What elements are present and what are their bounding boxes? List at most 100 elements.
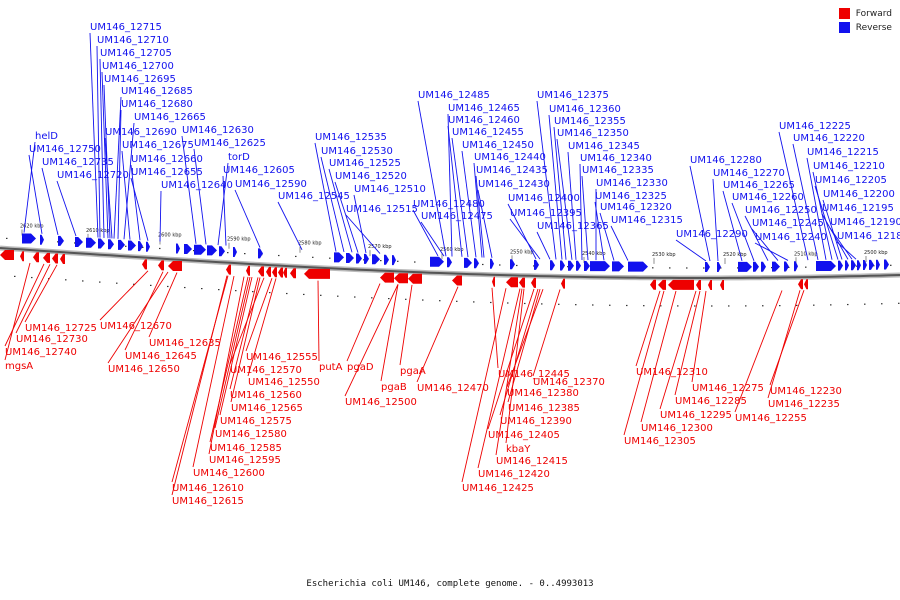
gene-label: UM146_12380 — [507, 388, 579, 399]
legend-item-reverse: Reverse — [838, 22, 892, 33]
leader-line — [447, 125, 463, 257]
gene-label: UM146_12445 — [498, 369, 570, 380]
leader-line — [451, 137, 469, 258]
leader-line — [744, 215, 769, 261]
gene-label: UM146_12400 — [508, 193, 580, 204]
reverse-gene-arrow — [784, 261, 789, 272]
gene-label: UM146_12435 — [476, 165, 548, 176]
gene-label: UM146_12735 — [42, 157, 114, 168]
gene-label: UM146_12420 — [478, 469, 550, 480]
leader-line — [567, 151, 577, 260]
leader-line — [812, 171, 833, 260]
leader-line — [193, 148, 207, 245]
gene-label: UM146_12610 — [172, 483, 244, 494]
leader-line — [509, 218, 541, 260]
gene-label: UM146_12460 — [448, 115, 520, 126]
gene-label: UM146_12605 — [223, 165, 295, 176]
gene-label: UM146_12705 — [100, 48, 172, 59]
reverse-gene-arrow — [869, 259, 874, 270]
gene-label: UM146_12545 — [278, 191, 350, 202]
leader-line — [599, 212, 615, 261]
leader-line — [117, 109, 122, 239]
legend-item-forward: Forward — [838, 8, 892, 19]
reverse-gene-arrow — [568, 260, 574, 271]
gene-label: UM146_12220 — [793, 133, 865, 144]
gene-label: UM146_12240 — [755, 232, 827, 243]
gene-label: UM146_12235 — [768, 399, 840, 410]
reverse-gene-arrow — [753, 261, 759, 272]
gene-label: UM146_12655 — [131, 167, 203, 178]
leader-line — [314, 142, 337, 252]
reverse-gene-arrow — [184, 244, 192, 254]
forward-gene-arrow — [0, 250, 14, 260]
leader-line — [380, 284, 399, 382]
tick-label: 2530 kbp — [652, 252, 676, 258]
reverse-gene-arrow — [584, 261, 590, 271]
gene-label: UM146_12340 — [580, 153, 652, 164]
leader-line — [640, 290, 677, 423]
forward-gene-arrow — [283, 267, 287, 278]
gene-label: UM146_12595 — [209, 455, 281, 466]
leader-line — [334, 181, 359, 253]
gene-label: UM146_12190 — [830, 217, 900, 228]
forward-gene-arrow — [408, 273, 422, 284]
forward-gene-arrow — [519, 277, 525, 288]
leader-line — [277, 201, 303, 251]
reverse-gene-arrow — [372, 254, 380, 265]
gene-label: UM146_12330 — [596, 178, 668, 189]
gene-features — [0, 233, 889, 290]
genome-backbone — [0, 245, 900, 281]
leader-line — [99, 270, 149, 321]
gene-label: UM146_12480 — [413, 199, 485, 210]
forward-gene-arrow — [168, 261, 182, 271]
reverse-gene-arrow — [146, 241, 150, 252]
leader-line — [689, 165, 711, 262]
reverse-gene-arrow — [334, 252, 344, 263]
leader-line — [399, 284, 413, 366]
gene-label: UM146_12395 — [510, 208, 582, 219]
leader-line — [477, 189, 493, 258]
leader-line — [536, 100, 557, 260]
gene-label: UM146_12200 — [823, 189, 895, 200]
leader-line — [15, 264, 51, 334]
reverse-gene-arrow — [176, 243, 180, 254]
tick-label: 2600 kbp — [158, 233, 182, 239]
leader-line — [635, 290, 661, 367]
leader-line — [769, 290, 805, 386]
gene-label: putA — [319, 362, 343, 373]
reverse-gene-arrow — [612, 261, 624, 272]
gene-label: UM146_12260 — [732, 192, 804, 203]
gene-label: UM146_12580 — [215, 429, 287, 440]
gene-label: UM146_12450 — [462, 140, 534, 151]
leader-line — [475, 175, 485, 258]
gene-label: UM146_12275 — [692, 383, 764, 394]
forward-gene-arrow — [452, 275, 462, 286]
leader-line — [217, 162, 229, 246]
reverse-gene-arrow — [738, 261, 752, 272]
leader-line — [121, 150, 131, 240]
leader-line — [4, 263, 45, 347]
leader-line — [181, 135, 197, 244]
leader-line — [675, 239, 707, 262]
gene-label: UM146_12295 — [660, 410, 732, 421]
leader-line — [320, 156, 345, 253]
leader-line — [473, 162, 483, 258]
leader-line — [192, 275, 235, 468]
gene-label: UM146_12355 — [554, 116, 626, 127]
forward-gene-arrow — [804, 279, 808, 290]
gene-label: UM146_12575 — [220, 416, 292, 427]
tick-label: 2500 kbp — [864, 250, 888, 256]
leader-line — [96, 45, 101, 238]
leader-line — [581, 175, 589, 261]
reverse-gene-arrow — [474, 258, 479, 269]
gene-label: UM146_12560 — [230, 390, 302, 401]
reverse-gene-arrow — [717, 262, 721, 272]
gene-label: UM146_12515 — [346, 204, 418, 215]
reverse-gene-arrow — [490, 258, 494, 269]
gene-label: UM146_12205 — [815, 175, 887, 186]
gene-label: UM146_12635 — [149, 338, 221, 349]
reverse-gene-arrow — [207, 245, 217, 256]
gene-label: UM146_12525 — [329, 158, 401, 169]
leader-line — [712, 178, 719, 262]
